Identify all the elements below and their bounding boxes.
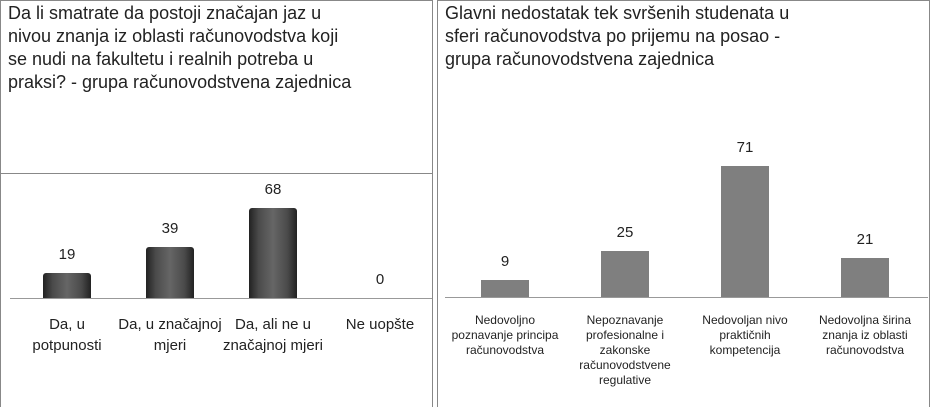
x-tick-label: Ne uopšte	[345, 316, 415, 333]
value-label: 0	[375, 271, 385, 288]
axis-line	[445, 297, 928, 298]
title-separator	[0, 173, 433, 174]
value-label: 68	[264, 181, 282, 199]
chart-title: Glavni nedostatak tek svršenih studenata…	[445, 3, 790, 69]
bar	[146, 246, 194, 298]
axis-line	[10, 298, 432, 299]
bar	[601, 250, 649, 297]
x-tick-label: Nepoznavanje profesionalne i zakonske ra…	[579, 313, 671, 387]
value-label: 71	[736, 138, 754, 156]
left-panel	[0, 0, 433, 407]
x-tick-label: Nedovoljan nivo praktičnih kompetencija	[702, 313, 788, 357]
x-tick-label: Da, u potpunosti	[32, 316, 102, 354]
value-label: 39	[161, 219, 179, 237]
bar	[249, 208, 297, 298]
value-label: 25	[616, 223, 634, 241]
x-tick-label: Nedovoljno poznavanje principa računovod…	[451, 313, 559, 357]
x-tick-label: Nedovoljna širina znanja iz oblasti raču…	[818, 313, 912, 357]
bar	[481, 280, 529, 297]
value-label: 9	[500, 253, 510, 271]
value-label: 19	[58, 245, 76, 263]
bar	[43, 272, 91, 298]
bar	[841, 258, 889, 297]
chart-title: Da li smatrate da postoji značajan jaz u…	[8, 3, 352, 92]
value-label: 21	[856, 231, 874, 249]
x-tick-label: Da, u značajnoj mjeri	[118, 316, 222, 354]
x-tick-label: Da, ali ne u značajnoj mjeri	[222, 316, 324, 354]
bar	[721, 165, 769, 297]
